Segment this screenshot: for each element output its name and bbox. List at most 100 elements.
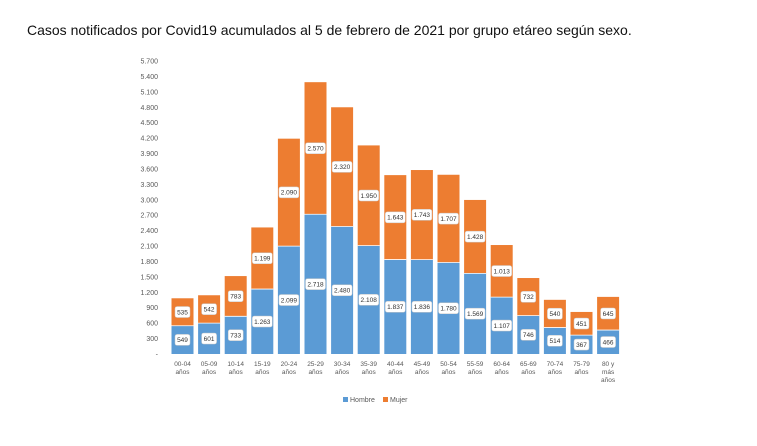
y-tick-label: 600 [146,321,158,328]
x-tick-label: 55-59 [467,361,484,368]
x-tick-label: 30-34 [334,361,351,368]
chart-title: Casos notificados por Covid19 acumulados… [27,22,632,38]
y-tick-label: 3.300 [140,182,158,189]
data-label-hombre: 2.718 [307,281,324,288]
data-label-box-mujer [411,209,433,221]
data-label-hombre: 1.263 [254,319,271,326]
data-label-mujer: 1.743 [414,212,431,219]
data-label-box-hombre [385,301,406,313]
data-label-box-mujer [438,212,459,225]
data-label-box-mujer [491,265,512,277]
data-label-hombre: 1.780 [440,306,457,313]
y-tick-label: 2.100 [140,244,158,251]
data-label-box-mujer [358,189,379,202]
x-tick-label: 15-19 [254,361,271,368]
data-label-box-mujer [573,317,590,330]
x-tick-label: años [388,369,403,376]
data-label-hombre: 549 [177,337,188,344]
data-label-mujer: 2.090 [281,190,298,197]
data-label-hombre: 2.480 [334,288,351,295]
x-tick-label: años [574,369,589,376]
data-label-hombre: 1.836 [414,304,431,311]
data-label-box-hombre [464,307,486,320]
data-label-box-hombre [278,294,300,306]
y-tick-label: 2.400 [140,228,158,235]
y-tick-label: 3.000 [140,197,158,204]
y-tick-label: 4.500 [140,120,158,127]
data-label-box-mujer [278,186,300,199]
x-tick-label: años [468,369,483,376]
data-label-box-hombre [331,284,353,297]
data-label-mujer: 732 [523,294,534,301]
x-tick-label: años [255,369,270,376]
y-tick-label: 300 [146,336,158,343]
data-label-mujer: 645 [603,311,614,318]
data-label-box-mujer [464,230,486,243]
data-label-box-hombre [547,335,563,347]
data-label-box-hombre [227,329,244,341]
data-label-box-hombre [358,294,379,306]
y-tick-label: 5.400 [140,74,158,81]
data-label-box-mujer [385,211,406,224]
data-label-mujer: 542 [204,306,215,313]
data-label-box-hombre [411,301,433,313]
data-label-box-hombre [491,319,512,332]
y-tick-label: 4.800 [140,105,158,112]
x-tick-label: 05-09 [201,361,218,368]
data-label-box-mujer [201,303,217,315]
y-tick-label: 900 [146,305,158,312]
data-label-hombre: 466 [603,339,614,346]
data-label-hombre: 367 [576,342,587,349]
x-tick-label: años [229,369,244,376]
x-tick-label: años [601,377,616,384]
data-label-mujer: 1.707 [440,216,457,223]
legend-label-hombre: Hombre [350,397,375,404]
data-label-box-hombre [201,332,217,345]
x-tick-label: años [521,369,536,376]
x-tick-label: años [202,369,217,376]
x-tick-label: 35-39 [360,361,377,368]
legend-label-mujer: Mujer [390,397,408,404]
x-tick-label: años [335,369,350,376]
x-tick-label: 70-74 [547,361,564,368]
data-label-box-mujer [547,307,563,320]
data-label-box-hombre [438,302,459,315]
data-label-box-mujer [227,290,244,302]
data-label-hombre: 1.569 [467,311,484,318]
data-label-box-mujer [252,252,273,265]
data-label-hombre: 746 [523,332,534,339]
data-label-box-mujer [520,291,537,303]
data-label-mujer: 1.199 [254,256,271,263]
data-label-box-hombre [600,336,616,348]
data-label-box-mujer [174,306,191,318]
x-tick-label: 25-29 [307,361,324,368]
legend-swatch-mujer [383,397,388,402]
y-tick-label: 4.200 [140,136,158,143]
x-tick-label: 45-49 [414,361,431,368]
y-tick-label: 3.600 [140,166,158,173]
y-tick-label: 3.900 [140,151,158,158]
x-tick-label: 00-04 [174,361,191,368]
data-label-hombre: 601 [204,336,215,343]
data-label-box-mujer [305,142,326,154]
x-tick-label: 20-24 [281,361,298,368]
data-label-hombre: 1.837 [387,304,404,311]
x-tick-label: 60-64 [493,361,510,368]
y-tick-label: 1.500 [140,274,158,281]
data-label-mujer: 783 [230,293,241,300]
x-tick-label: años [362,369,377,376]
y-tick-label: 5.100 [140,89,158,96]
x-tick-label: años [175,369,190,376]
data-label-hombre: 514 [549,338,560,345]
data-label-box-mujer [331,161,353,173]
y-tick-label: 2.700 [140,213,158,220]
data-label-mujer: 1.643 [387,215,404,222]
data-label-mujer: 535 [177,309,188,316]
data-label-hombre: 2.099 [281,297,298,304]
x-tick-label: años [495,369,510,376]
x-tick-label: 50-54 [440,361,457,368]
x-tick-label: años [308,369,323,376]
data-label-mujer: 540 [549,311,560,318]
x-tick-label: 10-14 [227,361,244,368]
legend-swatch-hombre [343,397,348,402]
